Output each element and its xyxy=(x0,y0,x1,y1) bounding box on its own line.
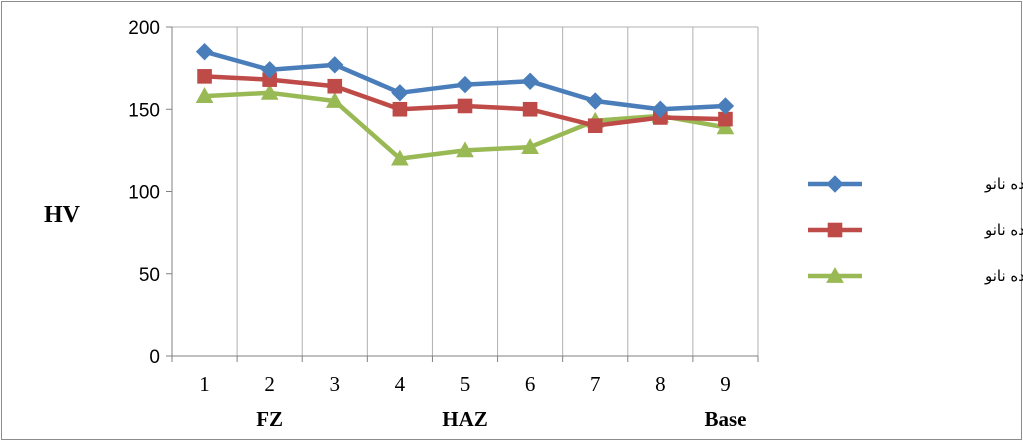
region-label: Base xyxy=(704,407,746,431)
x-tick-label: 8 xyxy=(655,372,666,396)
x-tick-label: 4 xyxy=(395,372,406,396)
x-tick-label: 9 xyxy=(720,372,731,396)
label-layer: FZ HAZ Base HV xyxy=(44,202,746,431)
y-tick-label: 0 xyxy=(149,347,160,368)
triangle-marker xyxy=(456,141,474,158)
legend-item: ۰/۵ گرم ماده نانو xyxy=(808,175,1023,193)
series-layer xyxy=(195,42,735,166)
series-triangle xyxy=(195,83,735,166)
triangle-marker xyxy=(391,149,409,166)
diamond-marker xyxy=(651,100,670,118)
diamond-marker xyxy=(326,56,344,74)
diamond-marker xyxy=(260,61,279,79)
legend-item: ۰/۲۵ گرم ماده نانو xyxy=(808,221,1023,239)
diamond-marker xyxy=(195,42,214,61)
legend-label: ۰/۵ گرم ماده نانو xyxy=(984,175,1023,193)
square-marker xyxy=(327,78,343,94)
triangle-marker xyxy=(260,83,279,100)
triangle-marker xyxy=(521,138,539,154)
x-tick-label: 1 xyxy=(199,372,210,396)
square-marker xyxy=(197,69,212,84)
series-diamond xyxy=(195,42,735,118)
y-tick-label: 100 xyxy=(128,183,160,204)
region-label: HAZ xyxy=(442,407,488,431)
square-marker xyxy=(392,101,408,117)
region-label: FZ xyxy=(256,407,283,431)
square-marker xyxy=(827,222,843,238)
x-tick-label: 5 xyxy=(460,372,471,396)
triangle-marker xyxy=(195,87,214,103)
legend-label: ۰/۲۵ گرم ماده نانو xyxy=(984,221,1023,239)
y-tick-label: 50 xyxy=(139,265,160,286)
diamond-marker xyxy=(826,175,844,193)
axis-layer: 0 50 100 150 200 1 2 3 4 5 6 7 8 9 xyxy=(128,18,759,396)
legend-item: بدون ماده نانو xyxy=(808,266,1023,285)
diamond-marker xyxy=(716,97,735,115)
x-tick-label: 2 xyxy=(264,372,275,396)
x-tick-label: 3 xyxy=(330,372,341,396)
legend-label: بدون ماده نانو xyxy=(984,267,1023,285)
x-tick-label: 7 xyxy=(590,372,601,396)
diamond-marker xyxy=(391,84,409,102)
y-tick-label: 200 xyxy=(128,18,160,39)
y-axis-label: HV xyxy=(44,202,81,228)
legend: ۰/۵ گرم ماده نانو ۰/۲۵ گرم ماده نانو بدون … xyxy=(808,175,1023,285)
diamond-marker xyxy=(521,72,539,90)
square-marker xyxy=(522,101,538,117)
y-tick-label: 150 xyxy=(128,100,160,121)
x-tick-label: 6 xyxy=(525,372,536,396)
diamond-marker xyxy=(586,92,604,110)
triangle-marker xyxy=(325,91,344,108)
square-marker xyxy=(457,98,473,114)
diamond-marker xyxy=(456,75,474,94)
square-marker xyxy=(587,118,603,134)
triangle-marker xyxy=(826,266,844,283)
triangle-marker xyxy=(716,118,735,135)
